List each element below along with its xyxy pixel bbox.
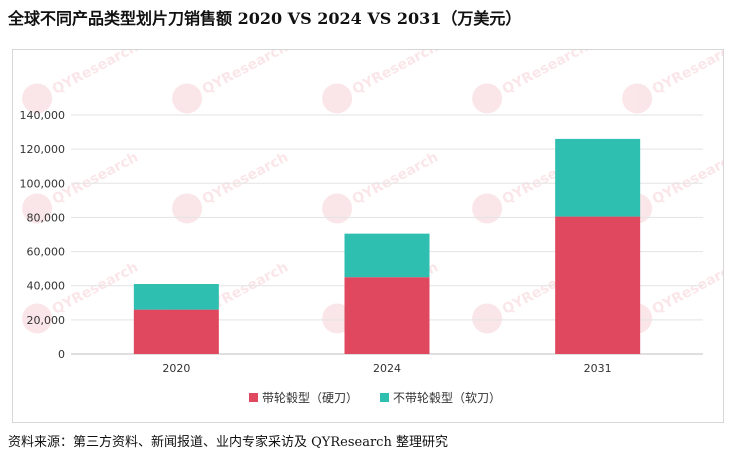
watermark-text: QYResearch	[350, 50, 441, 98]
watermark-text: QYResearch	[650, 149, 723, 208]
x-tick-label: 2031	[584, 362, 612, 375]
y-tick-label: 140,000	[20, 109, 66, 122]
watermark-circle	[322, 83, 353, 114]
y-tick-label: 20,000	[27, 314, 66, 327]
bar-2024-hard	[344, 277, 430, 354]
x-axis-ticks: 2020 2024 2031	[162, 362, 611, 375]
watermark-circle	[472, 303, 503, 334]
y-tick-label: 40,000	[27, 280, 66, 293]
chart-frame: QYResearch QYResearch QYResearch QYResearch…	[12, 49, 724, 423]
watermark-circle	[322, 193, 353, 224]
watermark-mark: QYResearch	[172, 149, 291, 224]
bar-2031-soft	[555, 138, 641, 217]
watermark-circle	[22, 83, 53, 114]
y-tick-label: 0	[58, 348, 65, 361]
legend: 带轮毂型（硬刀） 不带轮毂型（软刀）	[249, 391, 501, 405]
watermark-circle	[472, 193, 503, 224]
legend-label: 不带轮毂型（软刀）	[393, 391, 501, 405]
watermark-mark: QYResearch	[472, 50, 591, 114]
watermark-circle	[472, 83, 503, 114]
y-tick-label: 60,000	[27, 246, 66, 259]
bar-2020-hard	[133, 309, 219, 354]
bar-2020-soft	[133, 284, 219, 310]
watermark-mark: QYResearch	[322, 149, 441, 224]
watermark-mark: QYResearch	[322, 50, 441, 114]
watermark-text: QYResearch	[50, 50, 141, 98]
bar-2024-soft	[344, 233, 430, 278]
source-note: 资料来源：第三方资料、新闻报道、业内专家采访及 QYResearch 整理研究	[8, 435, 448, 450]
watermark-circle	[172, 83, 203, 114]
watermark-mark: QYResearch	[622, 50, 723, 114]
x-tick-label: 2020	[162, 362, 190, 375]
legend-swatch	[249, 393, 258, 402]
bar-2031-hard	[555, 216, 641, 354]
x-tick-label: 2024	[373, 362, 401, 375]
watermark-text: QYResearch	[200, 50, 291, 98]
chart-title: 全球不同产品类型划片刀销售额 2020 VS 2024 VS 2031（万美元）	[8, 9, 522, 28]
legend-swatch	[380, 393, 389, 402]
y-tick-label: 120,000	[20, 143, 66, 156]
watermark-circle	[22, 303, 53, 334]
legend-label: 带轮毂型（硬刀）	[262, 391, 358, 405]
stacked-bar-chart: QYResearch QYResearch QYResearch QYResearch…	[20, 50, 724, 405]
y-tick-label: 80,000	[27, 211, 66, 224]
watermark-text: QYResearch	[350, 149, 441, 208]
watermark-circle	[622, 83, 653, 114]
watermark-text: QYResearch	[200, 149, 291, 208]
watermark-mark: QYResearch	[172, 50, 291, 114]
watermark-text: QYResearch	[500, 50, 591, 98]
y-tick-label: 100,000	[20, 177, 66, 190]
watermark-circle	[172, 193, 203, 224]
y-axis-ticks: 0 20,000 40,000 60,000 80,000 100,000 120,000 1…	[20, 109, 66, 361]
watermark-text: QYResearch	[650, 259, 723, 318]
watermark-circle	[22, 193, 53, 224]
bar-layer	[133, 138, 641, 354]
watermark-text: QYResearch	[650, 50, 723, 98]
